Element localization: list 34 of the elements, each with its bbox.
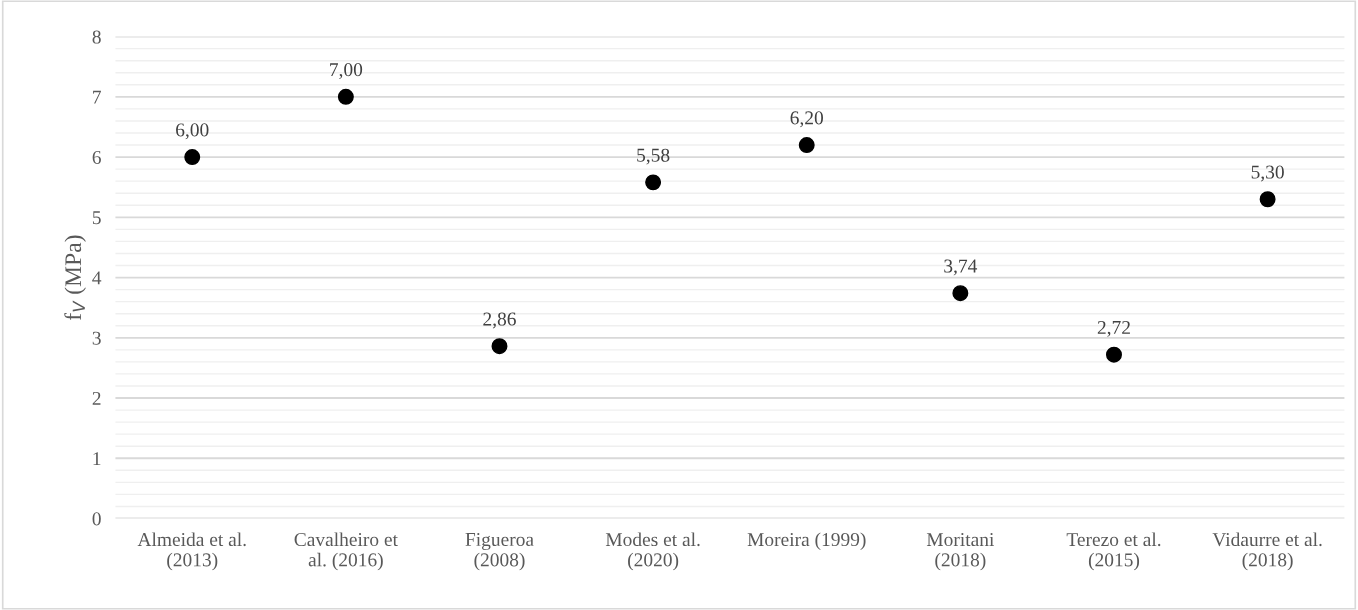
- y-tick-label: 4: [92, 271, 102, 285]
- point: [952, 285, 969, 302]
- x-tick-label: Modes et al. (2020): [605, 532, 700, 571]
- y-tick-label: 5: [92, 211, 101, 225]
- x-tick-label: Moritani (2018): [926, 533, 995, 571]
- point: [337, 88, 354, 105]
- x-tick-label: Figueroa (2008): [465, 532, 534, 571]
- data-label: 2,72: [1097, 320, 1130, 337]
- y-tick-label: 1: [93, 452, 101, 466]
- x-tick-label: Terezo et al. (2015): [1066, 532, 1161, 571]
- data-label: 2,86: [483, 312, 516, 329]
- point: [184, 149, 201, 166]
- x-tick-label: Cavalheiro et al. (2016): [294, 532, 398, 571]
- x-tick-label: Almeida et al. (2013): [137, 532, 246, 571]
- y-axis-title: f$_{V}$ (MPa): [64, 235, 86, 321]
- x-tick-label: Moreira (1999): [747, 532, 866, 551]
- y-tick-label: 6: [92, 150, 101, 165]
- y-tick-label: 7: [93, 90, 101, 104]
- point: [1106, 346, 1122, 363]
- y-tick-label: 3: [92, 331, 101, 345]
- point: [645, 174, 662, 191]
- data-label: 6,00: [176, 123, 209, 140]
- y-tick-label: 8: [92, 30, 101, 44]
- point: [1259, 191, 1276, 208]
- data-label: 6,20: [790, 111, 824, 128]
- data-label: 5,30: [1251, 165, 1284, 182]
- data-label: 3,74: [944, 259, 978, 276]
- x-tick-label: Vidaurre et al. (2018): [1212, 532, 1322, 571]
- y-tick-label: 0: [92, 512, 101, 526]
- y-tick-label: 2: [92, 391, 101, 405]
- point: [491, 338, 508, 355]
- data-label: 5,58: [637, 148, 670, 165]
- data-label: 7,00: [330, 63, 363, 80]
- point: [798, 137, 815, 154]
